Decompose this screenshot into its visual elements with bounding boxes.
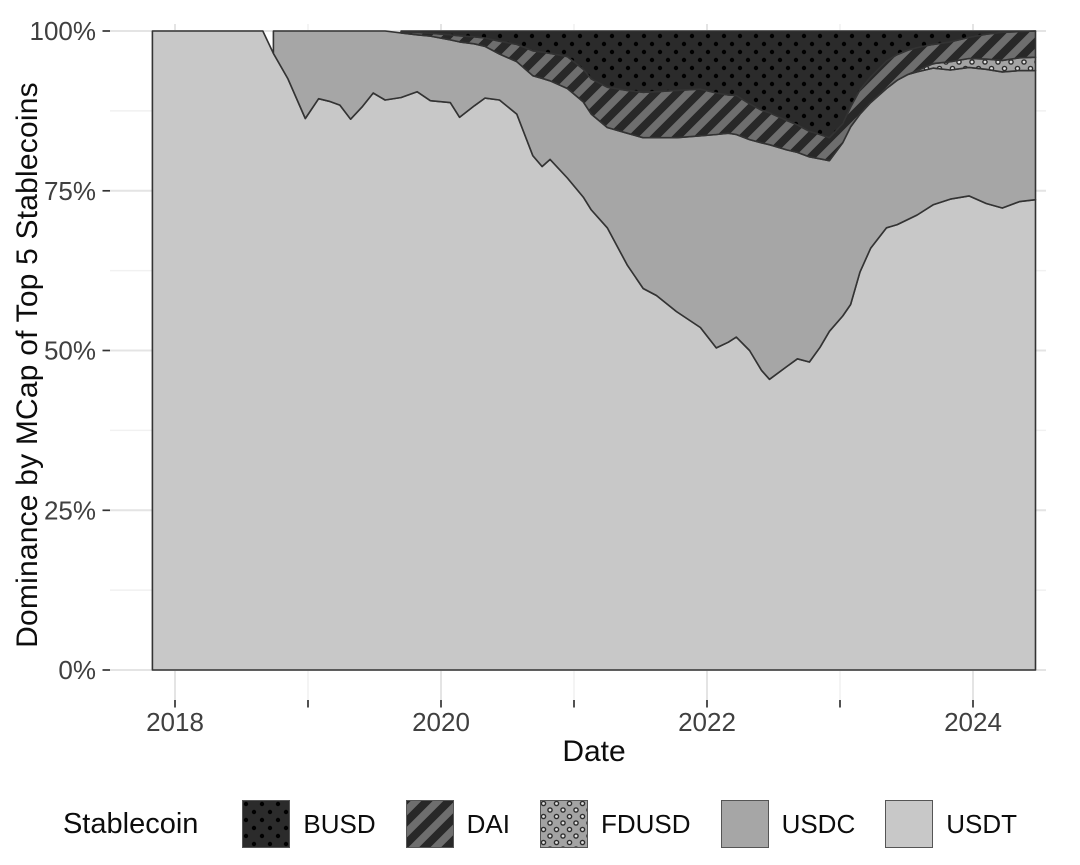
usdt-swatch-icon — [885, 800, 934, 848]
y-tick-label: 50% — [44, 336, 96, 366]
legend-title: Stablecoin — [62, 807, 199, 840]
busd-swatch-icon — [242, 800, 291, 848]
fdusd-swatch-icon — [540, 800, 588, 848]
legend-item-fdusd: FDUSD — [540, 800, 691, 848]
legend-item-usdc: USDC — [720, 800, 856, 848]
y-tick-label: 0% — [58, 655, 96, 685]
legend-label-usdt: USDT — [946, 808, 1018, 839]
axis-tick-labels-layer: 2018 2020 2022 2024 0% 25% 50% 75% 100% — [30, 16, 1002, 737]
legend-label-busd: BUSD — [303, 808, 376, 839]
legend-item-busd: BUSD — [242, 800, 376, 848]
stacked-areas-layer — [151, 30, 1037, 671]
legend-label-usdc: USDC — [781, 808, 856, 839]
x-tick-label: 2024 — [944, 707, 1002, 737]
x-tick-label: 2022 — [678, 707, 736, 737]
axis-ticks-layer — [102, 30, 974, 708]
x-tick-label: 2020 — [412, 707, 470, 737]
y-tick-label: 100% — [30, 16, 97, 46]
legend-item-dai: DAI — [405, 800, 510, 848]
x-tick-label: 2018 — [146, 707, 204, 737]
y-tick-label: 75% — [44, 176, 96, 206]
y-tick-label: 25% — [44, 495, 96, 525]
area-busd — [400, 30, 1037, 139]
usdc-swatch-icon — [720, 800, 769, 848]
legend-item-usdt: USDT — [885, 800, 1017, 848]
legend-label-fdusd: FDUSD — [601, 808, 691, 839]
dai-swatch-icon — [405, 800, 454, 848]
chart-canvas: 2018 2020 2022 2024 0% 25% 50% 75% 100% — [30, 16, 1046, 737]
legend-label-dai: DAI — [466, 808, 510, 839]
y-axis-title: Dominance by MCap of Top 5 Stablecoins — [11, 82, 45, 648]
x-axis-title: Date — [562, 735, 626, 768]
legend: Stablecoin BUSD DAI FDUSD USDC USDT — [0, 800, 1080, 848]
